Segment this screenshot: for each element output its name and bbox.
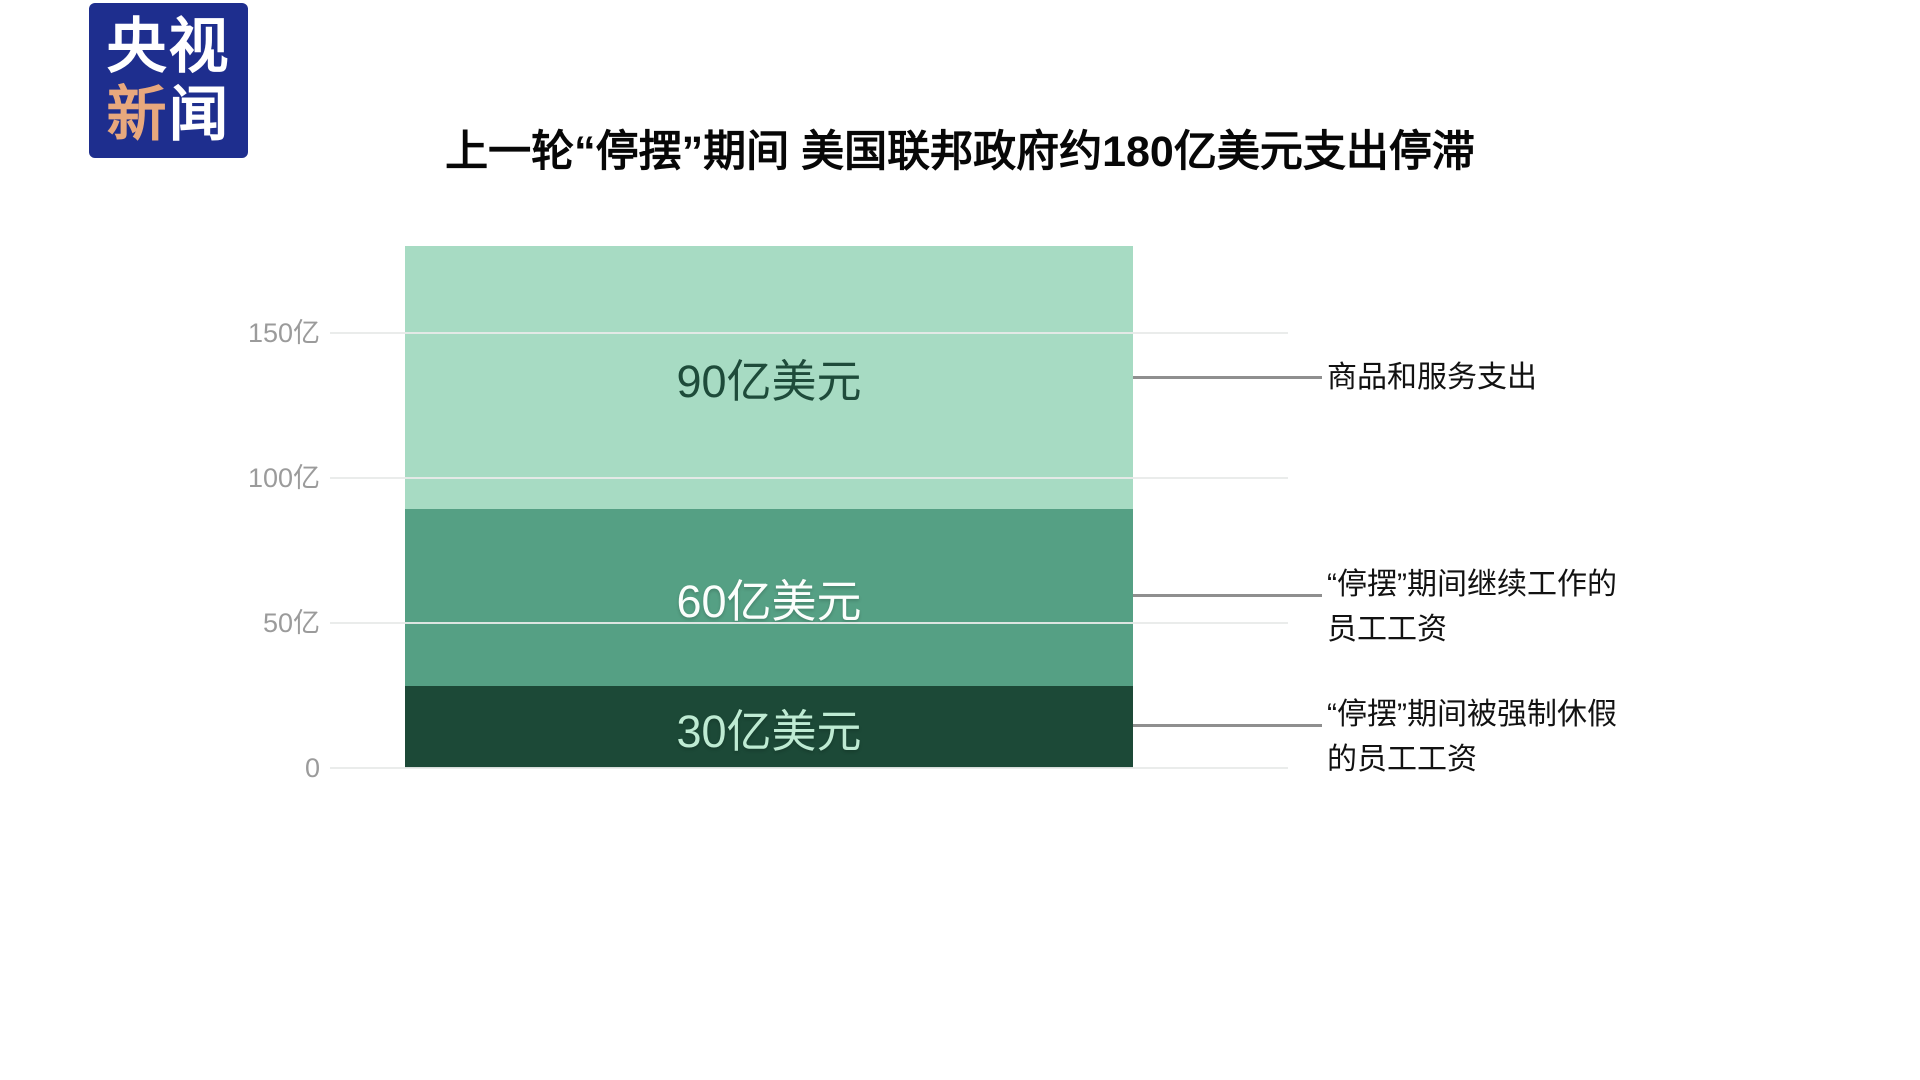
annotation-line: “停摆”期间继续工作的 — [1327, 568, 1617, 601]
annotation-working-employee-wages: “停摆”期间继续工作的 员工工资 — [1327, 562, 1887, 652]
annotation-line: 员工工资 — [1327, 613, 1447, 646]
y-tick-label-150: 150亿 — [247, 318, 320, 348]
logo-text-wen: 闻 — [168, 80, 231, 148]
logo-text-yangshi: 央视 — [106, 12, 231, 80]
gridline-0 — [330, 767, 1288, 769]
logo-line-2: 新闻 — [107, 81, 231, 149]
gridline-50 — [330, 622, 1288, 624]
annotation-line: “停摆”期间被强制休假 — [1327, 698, 1617, 731]
segment-value-label: 30亿美元 — [676, 705, 862, 757]
gridline-150 — [330, 332, 1288, 334]
logo-text-xin: 新 — [106, 80, 169, 148]
leader-line-furloughed-employee-wages — [1133, 724, 1322, 727]
annotation-goods-and-services: 商品和服务支出 — [1327, 355, 1887, 400]
logo-line-1: 央视 — [107, 13, 231, 81]
leader-line-working-employee-wages — [1133, 594, 1322, 597]
leader-line-goods-and-services — [1133, 376, 1322, 379]
bar-segment-goods-and-services: 90亿美元 — [405, 246, 1133, 509]
segment-value-label: 60亿美元 — [676, 576, 862, 627]
gridline-100 — [330, 477, 1288, 479]
annotation-line: 的员工工资 — [1327, 743, 1477, 776]
chart-title: 上一轮“停摆”期间 美国联邦政府约180亿美元支出停滞 — [445, 128, 1475, 176]
bar-segment-furloughed-employee-wages: 30亿美元 — [405, 686, 1133, 768]
cctv-news-logo: 央视 新闻 — [89, 3, 248, 158]
y-tick-label-100: 100亿 — [247, 463, 320, 493]
y-tick-label-0: 0 — [304, 753, 320, 783]
bar-segment-working-employee-wages: 60亿美元 — [405, 509, 1133, 686]
y-tick-label-50: 50亿 — [262, 608, 320, 638]
segment-value-label: 90亿美元 — [676, 356, 862, 407]
annotation-furloughed-employee-wages: “停摆”期间被强制休假 的员工工资 — [1327, 692, 1887, 782]
annotation-line: 商品和服务支出 — [1327, 361, 1537, 394]
